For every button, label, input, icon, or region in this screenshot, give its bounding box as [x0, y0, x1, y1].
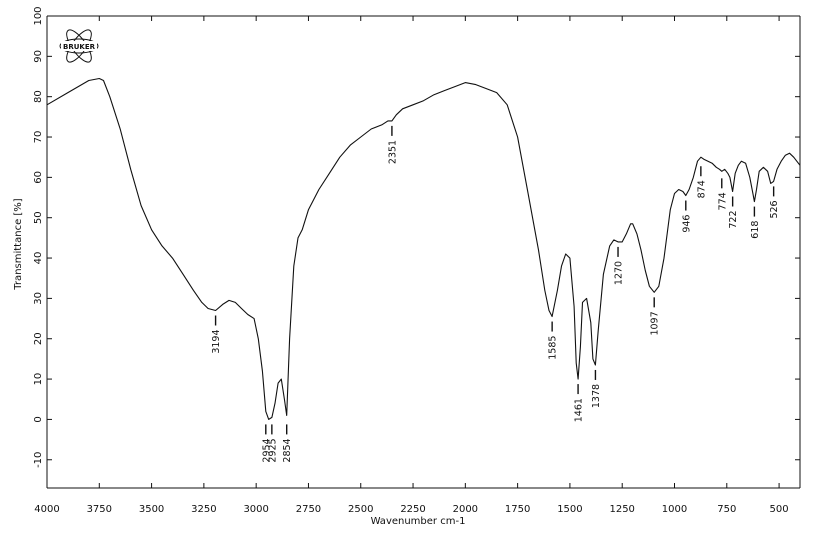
x-tick-label: 2750 — [296, 504, 321, 515]
peak-label: 2954 — [261, 438, 272, 462]
spectrum-series — [46, 77, 801, 420]
logo-ring-horizontal — [59, 38, 99, 54]
peak-label: 722 — [728, 210, 739, 228]
y-tick-label: 10 — [33, 373, 44, 386]
peak-label: 1378 — [591, 384, 602, 408]
y-tick-label: 70 — [33, 131, 44, 144]
peak-label: 2925 — [267, 438, 278, 462]
x-tick-label: 1000 — [662, 504, 687, 515]
y-tick-label: 30 — [33, 292, 44, 305]
y-tick-label: 80 — [33, 90, 44, 103]
x-axis-ticks: 4000 3750 3500 3250 3000 2750 2500 2250 2000 1750… — [34, 16, 789, 515]
spectrum-line — [46, 77, 801, 420]
x-tick-label: 3750 — [87, 504, 112, 515]
peak-label: 1270 — [614, 261, 625, 285]
peak-label: 1585 — [548, 336, 559, 360]
peak-label: 774 — [717, 192, 728, 210]
x-tick-label: 1750 — [505, 504, 530, 515]
y-tick-label: 20 — [33, 332, 44, 345]
peak-label: 1097 — [650, 311, 661, 335]
x-tick-label: 3000 — [243, 504, 268, 515]
x-tick-label: 1500 — [557, 504, 582, 515]
x-tick-label: 3250 — [191, 504, 216, 515]
bruker-logo: BRUKER — [59, 29, 99, 63]
x-axis-title: Wavenumber cm-1 — [371, 516, 466, 527]
peak-label: 618 — [750, 221, 761, 239]
x-tick-label: 750 — [717, 504, 736, 515]
y-tick-label: 40 — [33, 252, 44, 265]
y-tick-label: 50 — [33, 211, 44, 224]
peak-label: 874 — [696, 180, 707, 198]
y-tick-label: 100 — [33, 6, 44, 25]
peak-label: 2351 — [387, 140, 398, 164]
x-tick-label: 2000 — [453, 504, 478, 515]
peak-label: 526 — [769, 200, 780, 218]
y-tick-label: 90 — [33, 50, 44, 63]
logo-text-backing — [61, 41, 97, 51]
x-tick-label: 500 — [770, 504, 789, 515]
peak-label: 946 — [681, 215, 692, 233]
x-tick-label: 3500 — [139, 504, 164, 515]
logo-text: BRUKER — [63, 43, 96, 51]
peak-label: 1461 — [574, 398, 585, 422]
x-tick-label: 2250 — [400, 504, 425, 515]
y-tick-label: -10 — [33, 452, 44, 468]
x-tick-label: 2500 — [348, 504, 373, 515]
plot-frame — [46, 15, 801, 489]
y-tick-label: 60 — [33, 171, 44, 184]
y-tick-label: 0 — [33, 416, 44, 422]
y-axis-title: Transmittance [%] — [13, 198, 24, 290]
x-tick-label: 1250 — [609, 504, 634, 515]
x-tick-label: 4000 — [34, 504, 59, 515]
peak-label: 3194 — [211, 329, 222, 353]
peak-label: 2854 — [282, 438, 293, 462]
